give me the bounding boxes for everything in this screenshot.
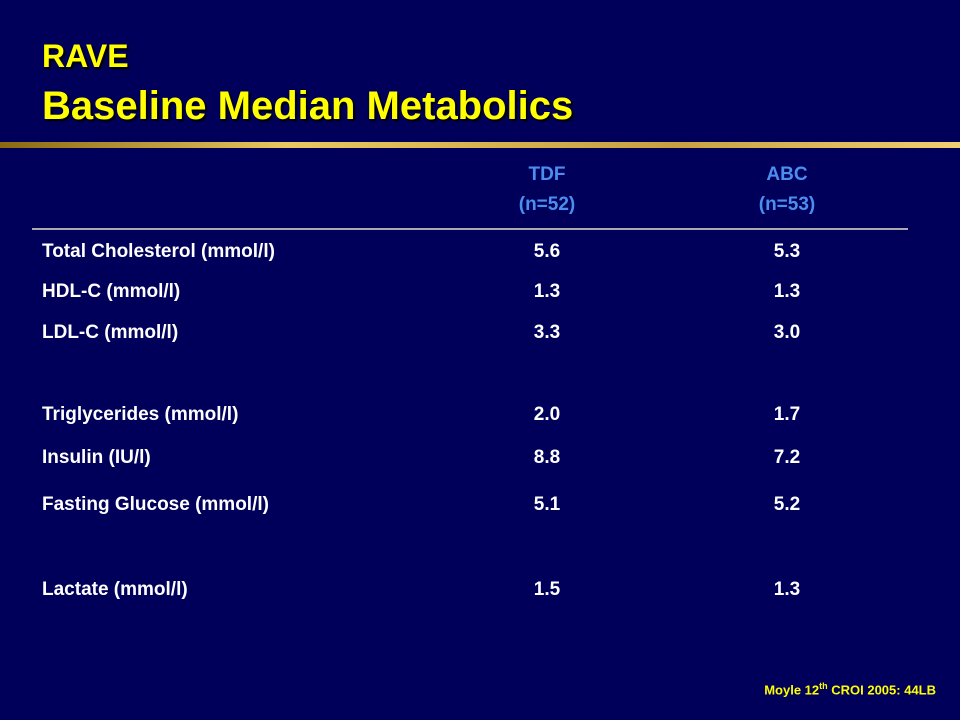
cell-ldl-c-abc: 3.0	[773, 322, 801, 343]
cell-fasting-glucose-abc: 5.2	[773, 494, 801, 515]
cell-lactate-abc: 1.3	[773, 579, 801, 600]
column-header-tdf-name: TDF	[528, 164, 566, 185]
cell-triglycerides-tdf: 2.0	[533, 404, 561, 425]
header-divider	[32, 228, 908, 230]
column-header-abc-name: ABC	[766, 164, 808, 185]
cell-ldl-c-tdf: 3.3	[533, 322, 561, 343]
cell-hdl-c-abc: 1.3	[773, 281, 801, 302]
cell-total-cholesterol-abc: 5.3	[773, 241, 801, 262]
column-header-tdf: TDF (n=52)	[477, 160, 617, 220]
citation-prefix: Moyle 12	[764, 682, 820, 698]
citation-suffix: CROI 2005: 44LB	[827, 682, 936, 698]
citation-superscript: th	[819, 681, 828, 691]
row-label-hdl-c: HDL-C (mmol/l)	[42, 281, 181, 302]
row-label-triglycerides: Triglycerides (mmol/l)	[42, 404, 239, 425]
column-header-abc: ABC (n=53)	[717, 160, 857, 220]
cell-lactate-tdf: 1.5	[533, 579, 561, 600]
citation: Moyle 12th CROI 2005: 44LB	[764, 681, 936, 697]
row-label-ldl-c: LDL-C (mmol/l)	[42, 322, 179, 343]
slide-subtitle: Baseline Median Metabolics	[42, 84, 574, 128]
cell-fasting-glucose-tdf: 5.1	[533, 494, 561, 515]
cell-insulin-abc: 7.2	[773, 447, 801, 468]
slide-title: RAVE	[42, 38, 129, 74]
cell-hdl-c-tdf: 1.3	[533, 281, 561, 302]
row-label-total-cholesterol: Total Cholesterol (mmol/l)	[42, 241, 275, 262]
column-header-tdf-n: (n=52)	[518, 194, 576, 215]
row-label-fasting-glucose: Fasting Glucose (mmol/l)	[42, 494, 269, 515]
cell-total-cholesterol-tdf: 5.6	[533, 241, 561, 262]
row-label-insulin: Insulin (IU/l)	[42, 447, 151, 468]
title-divider	[0, 142, 960, 148]
cell-insulin-tdf: 8.8	[533, 447, 561, 468]
row-label-lactate: Lactate (mmol/l)	[42, 579, 188, 600]
cell-triglycerides-abc: 1.7	[773, 404, 801, 425]
column-header-abc-n: (n=53)	[758, 194, 816, 215]
